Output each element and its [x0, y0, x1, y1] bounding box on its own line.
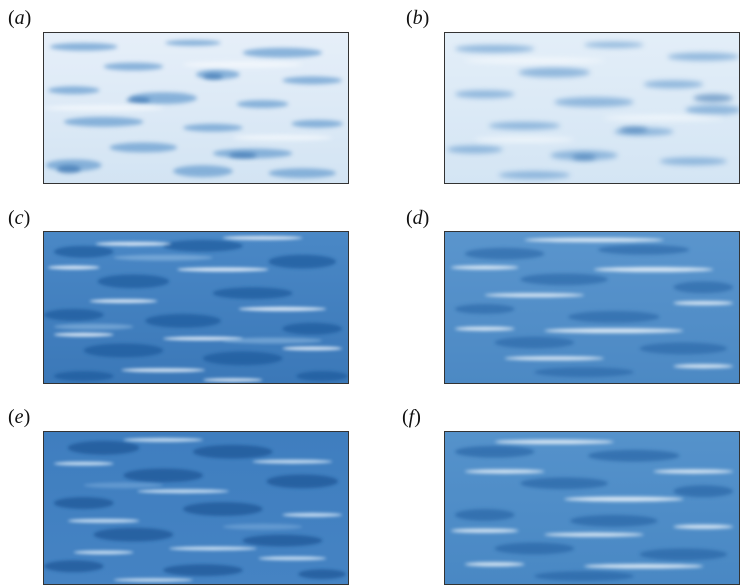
field-image-a	[43, 32, 349, 184]
field-image-c	[43, 231, 349, 384]
field-image-f	[444, 431, 740, 585]
field-visual-b	[445, 33, 739, 183]
field-image-d	[444, 231, 740, 384]
field-image-e	[43, 431, 349, 585]
panel-label-b: (b)	[406, 7, 430, 29]
panel-label-f: (f)	[402, 406, 421, 428]
field-visual-e	[44, 432, 348, 584]
field-visual-a	[44, 33, 348, 183]
field-visual-c	[44, 232, 348, 383]
field-visual-f	[445, 432, 739, 584]
field-image-b	[444, 32, 740, 184]
field-visual-d	[445, 232, 739, 383]
panel-label-e: (e)	[8, 406, 31, 428]
panel-label-c: (c)	[8, 207, 31, 229]
panel-label-d: (d)	[406, 207, 430, 229]
panel-label-a: (a)	[8, 7, 32, 29]
